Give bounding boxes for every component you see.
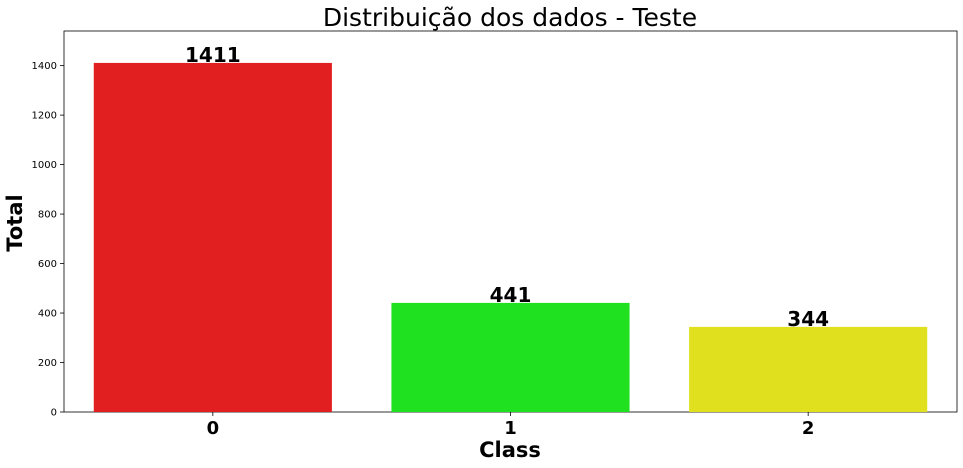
y-tick-label: 800 [38, 210, 57, 221]
y-tick-label: 1000 [32, 160, 57, 171]
chart-title: Distribuição dos dados - Teste [323, 3, 697, 32]
x-tick-label: 1 [504, 418, 517, 439]
y-tick-label: 0 [51, 408, 57, 419]
data-label: 344 [787, 307, 829, 331]
x-tick-label: 2 [802, 418, 815, 439]
plot-area: 0 200 400 600 800 1000 1200 1400 0 1411 1 441 2 344 [32, 30, 958, 439]
x-axis-label: Class [479, 438, 541, 462]
bar-0 [93, 62, 332, 412]
data-label: 1411 [185, 43, 241, 67]
y-tick-label: 1400 [32, 61, 57, 72]
bar-2 [689, 326, 928, 412]
y-tick-label: 1200 [32, 111, 57, 122]
x-tick-label: 0 [207, 418, 220, 439]
bar-1 [391, 302, 630, 412]
data-label: 441 [490, 283, 532, 307]
y-tick-label: 400 [38, 309, 57, 320]
y-axis-label: Total [3, 194, 27, 251]
y-tick-label: 600 [38, 259, 57, 270]
y-tick-label: 200 [38, 358, 57, 369]
